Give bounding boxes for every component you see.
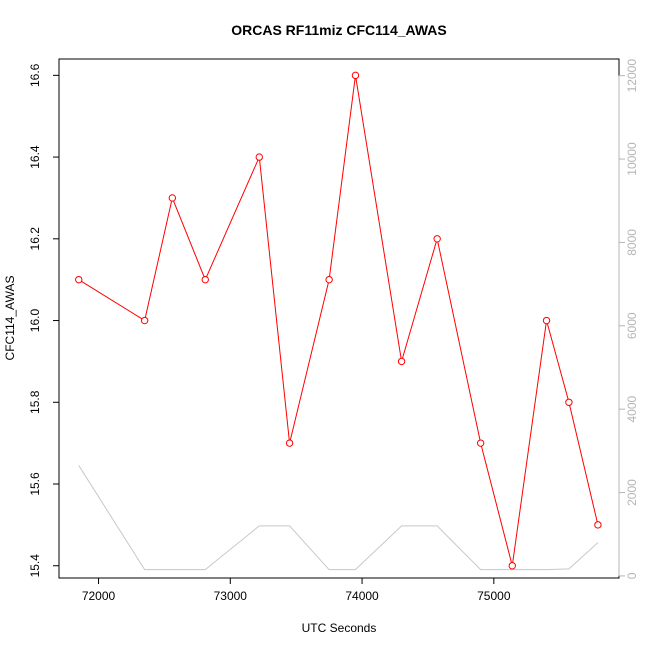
y2-tick-label: 0 xyxy=(625,572,639,579)
data-point xyxy=(168,194,177,202)
y-tick-label: 16.4 xyxy=(28,145,42,169)
x-tick-label: 74000 xyxy=(345,589,379,603)
y-tick-label: 15.8 xyxy=(28,390,42,414)
series-line xyxy=(78,465,599,571)
data-point xyxy=(351,71,360,80)
series-1 xyxy=(78,465,599,571)
data-point xyxy=(433,235,441,243)
series-0 xyxy=(75,71,602,570)
y-tick-label: 16.2 xyxy=(28,227,42,251)
x-axis: 72000 73000 74000 75000 xyxy=(82,577,511,603)
left-y-axis: 15.4 15.6 15.8 16.0 16.2 16.4 16.6 xyxy=(28,63,60,578)
y-tick-label: 15.4 xyxy=(28,554,42,578)
x-tick-label: 73000 xyxy=(214,589,248,603)
x-axis-label: UTC Seconds xyxy=(302,621,377,635)
y2-tick-label: 2000 xyxy=(625,479,639,506)
right-y-axis: 0 2000 4000 6000 8000 10000 12000 xyxy=(618,59,639,579)
data-point xyxy=(285,439,294,447)
data-point xyxy=(397,357,406,366)
y2-tick-label: 8000 xyxy=(625,229,639,256)
data-point xyxy=(325,275,333,284)
series-layer xyxy=(75,71,602,571)
y2-tick-label: 12000 xyxy=(625,59,639,93)
data-point xyxy=(255,153,263,161)
data-point xyxy=(542,316,551,325)
data-point xyxy=(201,275,209,284)
y-axis-label: CFC114_AWAS xyxy=(3,276,17,361)
data-point xyxy=(140,316,149,325)
y2-tick-label: 4000 xyxy=(625,395,639,422)
y-tick-label: 15.6 xyxy=(28,472,42,496)
x-tick-label: 75000 xyxy=(477,589,511,603)
data-point xyxy=(594,521,602,529)
series-line xyxy=(78,75,599,566)
chart-title: ORCAS RF11miz CFC114_AWAS xyxy=(231,22,447,38)
x-tick-label: 72000 xyxy=(82,589,116,603)
data-point xyxy=(75,275,83,284)
data-point xyxy=(508,562,516,570)
data-point xyxy=(565,398,573,406)
y-tick-label: 16.0 xyxy=(28,309,42,333)
y-tick-label: 16.6 xyxy=(28,63,42,87)
data-point xyxy=(476,439,485,447)
y2-tick-label: 6000 xyxy=(625,312,639,339)
y2-tick-label: 10000 xyxy=(625,142,639,176)
